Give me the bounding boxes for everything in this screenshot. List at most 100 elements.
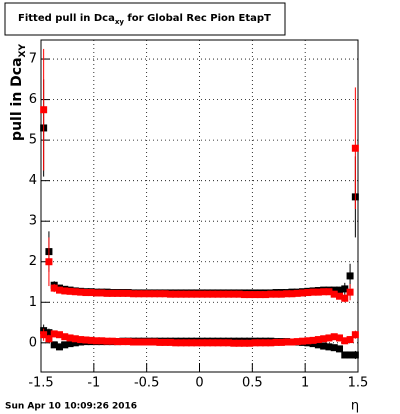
marker bbox=[325, 343, 333, 351]
marker bbox=[256, 291, 264, 299]
marker bbox=[177, 290, 185, 298]
marker bbox=[135, 338, 143, 346]
marker bbox=[262, 291, 270, 299]
marker bbox=[108, 289, 116, 297]
series bbox=[40, 328, 359, 347]
marker bbox=[330, 290, 338, 298]
marker bbox=[50, 330, 58, 338]
marker bbox=[198, 339, 206, 347]
marker bbox=[129, 290, 137, 298]
marker bbox=[161, 338, 169, 346]
title-subscript: xy bbox=[115, 18, 125, 26]
marker bbox=[87, 289, 95, 297]
y-tick-label: 7 bbox=[29, 52, 37, 67]
x-tick-label: 1 bbox=[301, 376, 309, 391]
x-tick-label: -0.5 bbox=[134, 376, 159, 391]
marker bbox=[145, 338, 153, 346]
marker bbox=[336, 292, 344, 300]
title-part: for Global Rec Pion EtapT bbox=[124, 13, 271, 24]
marker bbox=[230, 339, 238, 347]
marker bbox=[203, 290, 211, 298]
marker bbox=[341, 337, 349, 345]
marker bbox=[346, 336, 354, 344]
marker bbox=[320, 335, 328, 343]
marker bbox=[346, 288, 354, 296]
marker bbox=[55, 286, 63, 294]
marker bbox=[151, 338, 159, 346]
marker bbox=[341, 285, 349, 293]
marker bbox=[50, 284, 58, 292]
marker bbox=[140, 290, 148, 298]
marker bbox=[92, 289, 100, 297]
marker bbox=[40, 331, 48, 339]
marker bbox=[267, 339, 275, 347]
series bbox=[40, 48, 359, 303]
marker bbox=[40, 106, 48, 114]
marker bbox=[77, 336, 85, 344]
y-tick-label: 4 bbox=[29, 173, 37, 188]
marker bbox=[71, 339, 79, 347]
y-label-part: pull in Dca bbox=[9, 57, 25, 140]
marker bbox=[251, 339, 259, 347]
marker bbox=[272, 290, 280, 298]
y-tick-label: 0 bbox=[29, 335, 37, 350]
y-tick-label: 3 bbox=[29, 214, 37, 229]
marker bbox=[283, 338, 291, 346]
marker bbox=[309, 336, 317, 344]
x-tick-label: 0 bbox=[195, 376, 203, 391]
y-tick-label: 2 bbox=[29, 254, 37, 269]
marker bbox=[71, 335, 79, 343]
marker bbox=[341, 351, 349, 359]
marker bbox=[304, 289, 312, 297]
marker bbox=[98, 289, 106, 297]
marker bbox=[346, 272, 354, 280]
marker bbox=[277, 338, 285, 346]
y-tick-label: 5 bbox=[29, 133, 37, 148]
marker bbox=[182, 290, 190, 298]
marker bbox=[225, 339, 233, 347]
marker bbox=[45, 329, 53, 337]
marker bbox=[135, 290, 143, 298]
marker bbox=[277, 290, 285, 298]
marker bbox=[172, 339, 180, 347]
marker bbox=[246, 291, 254, 299]
marker bbox=[235, 290, 243, 298]
marker bbox=[299, 289, 307, 297]
y-tick-label: 6 bbox=[29, 92, 37, 107]
marker bbox=[240, 339, 248, 347]
marker bbox=[330, 344, 338, 352]
marker bbox=[230, 290, 238, 298]
marker bbox=[92, 337, 100, 345]
marker bbox=[256, 339, 264, 347]
marker bbox=[124, 289, 132, 297]
marker bbox=[288, 338, 296, 346]
marker bbox=[66, 287, 74, 295]
marker bbox=[341, 294, 349, 302]
marker bbox=[288, 290, 296, 298]
marker bbox=[293, 289, 301, 297]
marker bbox=[246, 339, 254, 347]
marker bbox=[225, 290, 233, 298]
marker bbox=[314, 336, 322, 344]
marker bbox=[214, 339, 222, 347]
marker bbox=[55, 331, 63, 339]
chart-title: Fitted pull in Dcaxy for Global Rec Pion… bbox=[18, 13, 271, 26]
marker bbox=[87, 336, 95, 344]
marker bbox=[314, 288, 322, 296]
marker bbox=[108, 337, 116, 345]
marker bbox=[114, 289, 122, 297]
marker bbox=[293, 338, 301, 346]
x-tick-label: -1.5 bbox=[28, 376, 53, 391]
marker bbox=[320, 342, 328, 350]
y-label-subscript: XY bbox=[18, 44, 28, 58]
marker bbox=[66, 334, 74, 342]
marker bbox=[124, 338, 132, 346]
marker bbox=[166, 338, 174, 346]
marker bbox=[351, 351, 359, 359]
marker bbox=[71, 288, 79, 296]
marker bbox=[272, 338, 280, 346]
marker bbox=[82, 289, 90, 297]
marker bbox=[346, 351, 354, 359]
marker bbox=[103, 289, 111, 297]
